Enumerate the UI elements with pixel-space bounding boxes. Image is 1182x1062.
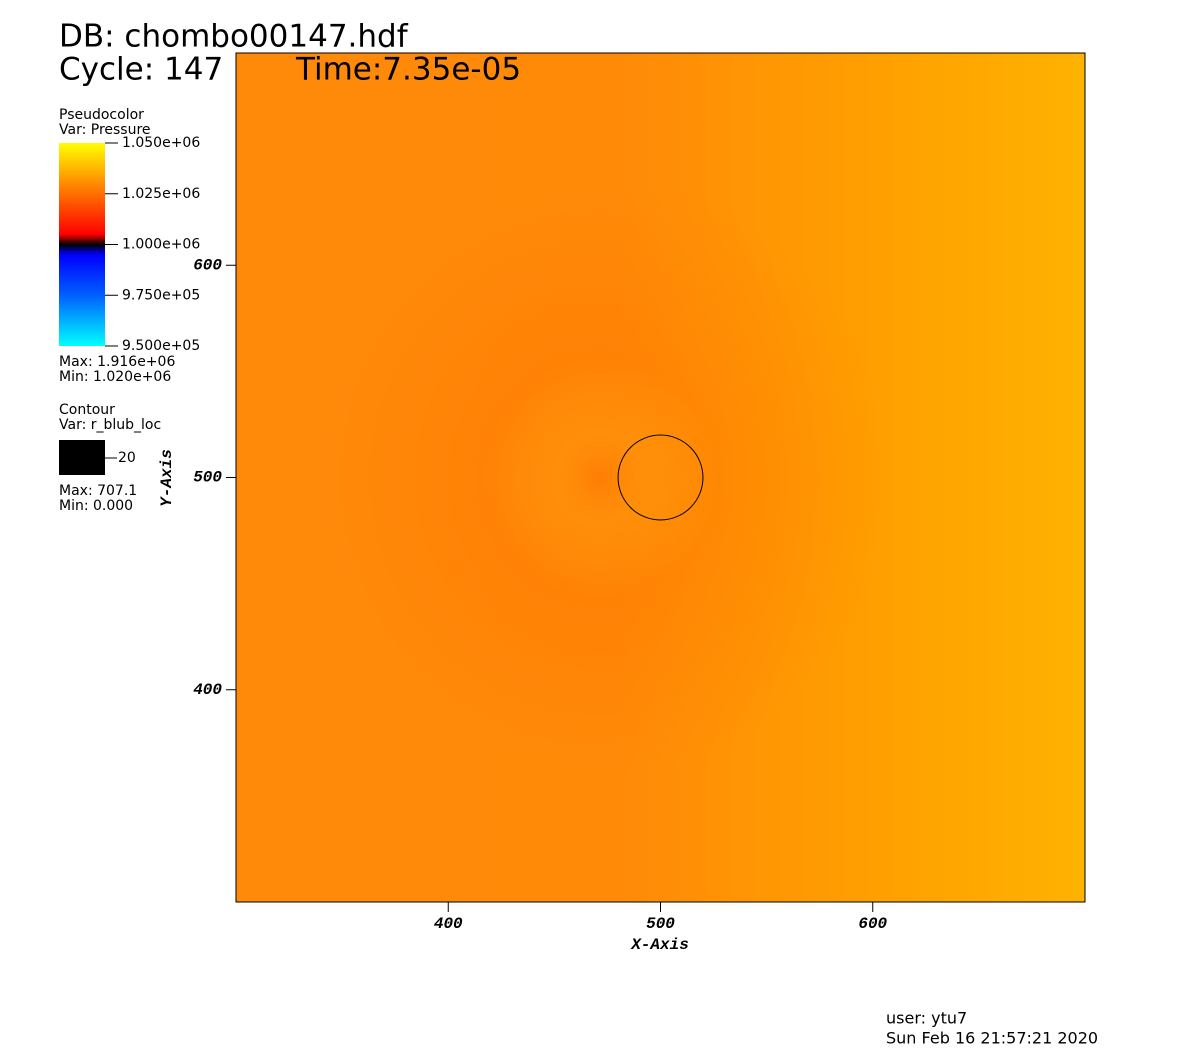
y-axis-label: Y-Axis bbox=[158, 449, 176, 507]
contour-swatch bbox=[59, 440, 105, 475]
db-title: DB: chombo00147.hdf bbox=[59, 19, 409, 55]
contour-var: Var: r_blub_loc bbox=[59, 417, 161, 433]
legend-var: Var: Pressure bbox=[59, 122, 151, 138]
x-tick-label: 600 bbox=[858, 915, 887, 933]
cycle: Cycle: 147 bbox=[59, 52, 223, 88]
y-tick-label: 500 bbox=[193, 469, 222, 487]
contour-min: Min: 0.000 bbox=[59, 498, 133, 514]
colorbar-tick-label: 1.025e+06 bbox=[122, 186, 200, 202]
y-tick-label: 600 bbox=[193, 256, 222, 274]
x-axis-label: X-Axis bbox=[630, 936, 689, 954]
contour-title: Contour bbox=[59, 402, 115, 418]
legend-max: Max: 1.916e+06 bbox=[59, 354, 175, 370]
colorbar bbox=[59, 143, 105, 346]
pressure-swirl bbox=[310, 178, 890, 778]
date: Sun Feb 16 21:57:21 2020 bbox=[886, 1029, 1098, 1048]
time: Time:7.35e-05 bbox=[295, 52, 521, 88]
colorbar-tick-label: 9.500e+05 bbox=[122, 338, 200, 354]
x-tick-label: 500 bbox=[646, 915, 675, 933]
contour-max: Max: 707.1 bbox=[59, 483, 137, 499]
contour-line bbox=[617, 434, 704, 521]
colorbar-tick-label: 1.000e+06 bbox=[122, 237, 200, 253]
legend-title: Pseudocolor bbox=[59, 107, 144, 123]
colorbar-tick-label: 1.050e+06 bbox=[122, 135, 200, 151]
colorbar-tick-label: 9.750e+05 bbox=[122, 287, 200, 303]
contour-level-label: 20 bbox=[118, 450, 136, 466]
user: user: ytu7 bbox=[886, 1009, 967, 1028]
y-tick-label: 400 bbox=[193, 681, 222, 699]
x-tick-label: 400 bbox=[434, 915, 463, 933]
legend-min: Min: 1.020e+06 bbox=[59, 369, 171, 385]
